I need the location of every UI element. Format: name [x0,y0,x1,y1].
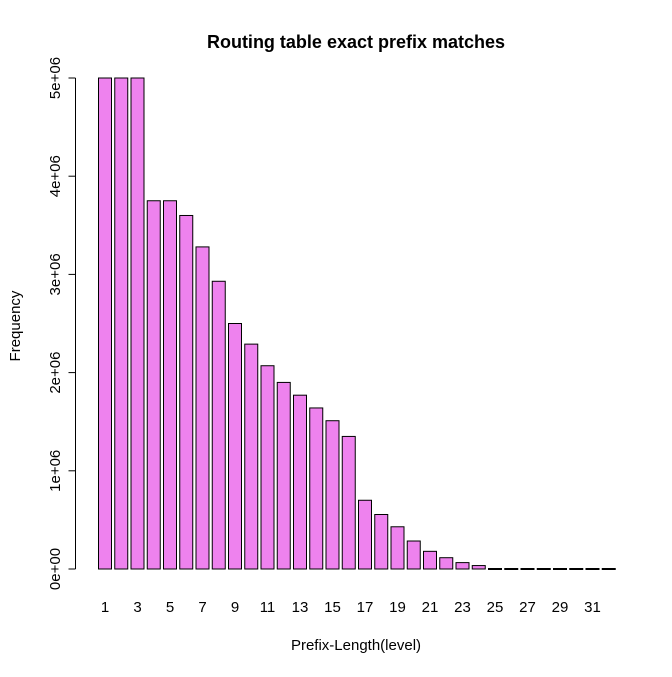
bar-12 [276,381,291,570]
y-tick-label: 2e+06 [47,352,64,394]
x-tick-label: 13 [292,599,309,616]
x-tick-labels: 1 3 5 7 9 11 13 15 17 19 21 23 25 27 29 31 [101,599,601,616]
x-tick-label: 11 [260,599,276,616]
bar-29 [553,568,567,570]
bar-2 [114,77,129,570]
bar-1 [98,77,112,570]
bar-26 [504,568,519,570]
bars-layer [98,77,616,570]
bar-6 [179,214,194,570]
bar-18 [374,513,389,570]
bar-22 [439,557,454,570]
bar-8 [211,280,226,570]
x-tick-label: 29 [552,599,569,616]
bar-24 [471,565,486,570]
x-tick-label: 31 [584,599,601,616]
bar-10 [244,343,259,570]
x-tick-label: 15 [324,599,341,616]
bar-16 [341,435,356,570]
bar-4 [146,200,161,570]
bar-27 [520,568,535,570]
x-tick-label: 5 [166,599,174,616]
bar-3 [130,77,145,570]
x-tick-label: 9 [231,599,239,616]
bar-5 [163,200,177,570]
bar-17 [358,499,372,570]
bar-9 [228,323,242,570]
y-axis-label: Frequency [7,290,24,361]
x-tick-label: 7 [198,599,206,616]
x-tick-label: 23 [454,599,471,616]
y-tick-label: 1e+06 [47,450,64,492]
bar-7 [195,246,210,570]
bar-14 [309,407,324,570]
y-tick-label: 4e+06 [47,155,64,197]
bar-11 [260,365,275,570]
bar-15 [325,420,340,570]
x-tick-label: 21 [422,599,439,616]
x-tick-label: 19 [389,599,406,616]
bar-25 [488,568,502,570]
y-tick-label: 0e+00 [47,548,64,590]
bar-23 [455,562,470,570]
bar-32 [601,568,616,570]
x-axis-label: Prefix-Length(level) [291,637,421,654]
bar-30 [569,568,584,570]
bar-28 [536,568,551,570]
x-tick-label: 1 [101,599,109,616]
bar-21 [423,550,437,570]
x-tick-label: 3 [133,599,141,616]
bar-20 [406,540,421,570]
y-tick-label: 5e+06 [47,57,64,99]
y-tick-label: 3e+06 [47,253,64,295]
chart-title: Routing table exact prefix matches [207,32,505,52]
bar-31 [585,568,600,570]
bar-19 [390,526,405,570]
bar-13 [293,394,307,570]
y-axis: 0e+00 1e+06 2e+06 3e+06 4e+06 5e+06 [47,57,76,590]
x-tick-label: 17 [357,599,374,616]
x-tick-label: 27 [519,599,536,616]
x-tick-label: 25 [487,599,504,616]
